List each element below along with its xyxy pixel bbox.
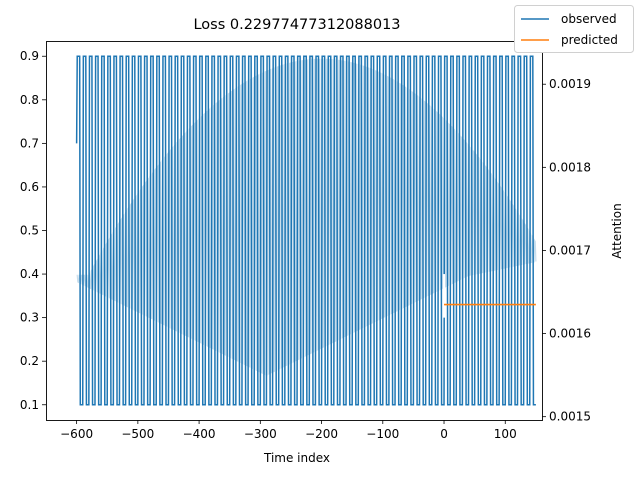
y-tick-label: 0.3 [20,311,39,325]
y2-tick-label: 0.0015 [549,410,591,424]
y2-tick-label: 0.0019 [549,77,591,91]
y-tick-label: 0.7 [20,136,39,150]
legend-label-observed: observed [561,12,617,26]
y2-tick-label: 0.0016 [549,327,591,341]
x-tick-label: 100 [494,427,517,441]
x-axis: −600 −500 −400 −300 −200 −100 0 100 [60,420,517,441]
legend-label-predicted: predicted [561,33,618,47]
y2-tick-label: 0.0017 [549,243,591,257]
x-tick-label: 0 [440,427,448,441]
observed-line [75,55,536,406]
plot-area [75,55,537,406]
y-tick-label: 0.1 [20,398,39,412]
x-tick-label: −200 [305,427,338,441]
y-axis: 0.1 0.2 0.3 0.4 0.5 0.6 0.7 0.8 0.9 [20,49,46,412]
x-tick-label: −600 [60,427,93,441]
y-tick-label: 0.2 [20,354,39,368]
plot-frame [46,41,543,421]
y-tick-label: 0.5 [20,224,39,238]
x-axis-label: Time index [263,451,330,465]
x-tick-label: −400 [183,427,216,441]
x-tick-label: −500 [121,427,154,441]
legend: observed predicted [514,5,634,53]
y-tick-label: 0.4 [20,267,39,281]
x-tick-label: −100 [366,427,399,441]
x-tick-label: −300 [244,427,277,441]
y-tick-label: 0.9 [20,49,39,63]
y2-tick-label: 0.0018 [549,160,591,174]
y2-axis-label: Attention [610,203,624,258]
y2-axis: 0.0015 0.0016 0.0017 0.0018 0.0019 [542,77,591,424]
y-tick-label: 0.6 [20,180,39,194]
chart-title: Loss 0.22977477312088013 [193,17,400,33]
y-tick-label: 0.8 [20,93,39,107]
